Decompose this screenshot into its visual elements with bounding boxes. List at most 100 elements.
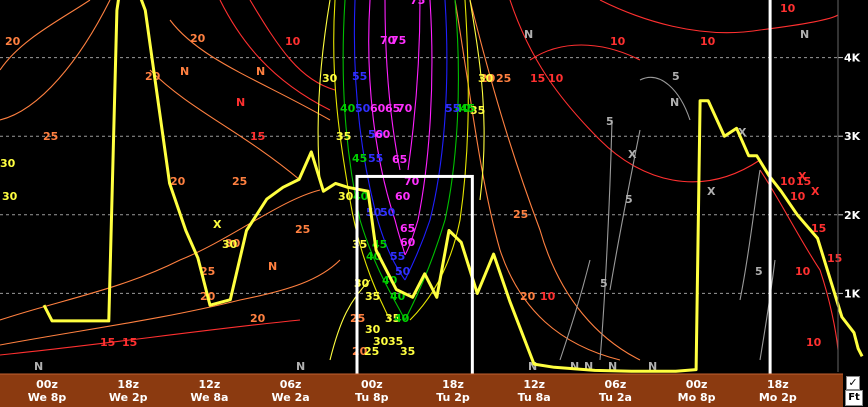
contour-label: 30	[2, 190, 18, 203]
contour-line	[368, 0, 406, 256]
contour-label: N	[180, 65, 189, 78]
x-tick-label-day: We 2p	[109, 391, 148, 404]
contour-label: N	[268, 260, 277, 273]
contour-line	[599, 0, 839, 34]
contour-label: 60	[395, 190, 411, 203]
contour-label: 75	[391, 34, 406, 47]
contour-line	[559, 259, 591, 361]
contour-line	[404, 0, 448, 281]
contour-label: X	[738, 126, 747, 139]
contour-label: 60	[370, 102, 386, 115]
contour-label: 10	[548, 72, 564, 85]
contour-lines	[0, 0, 839, 361]
contour-label: 35	[336, 130, 351, 143]
contour-label: 35	[365, 290, 380, 303]
contour-line	[0, 259, 341, 346]
x-axis-bar	[0, 374, 843, 407]
contour-label: 65	[385, 102, 400, 115]
contour-label: 35	[388, 335, 403, 348]
contour-label: N	[648, 360, 657, 373]
contour-label: 50	[380, 206, 396, 219]
contour-label: 20	[5, 35, 21, 48]
contour-label: N	[570, 360, 579, 373]
contour-label: 30	[322, 72, 338, 85]
contour-line	[469, 0, 485, 201]
contour-label: X	[798, 170, 807, 183]
contour-line	[759, 169, 839, 351]
contour-label: N	[296, 360, 305, 373]
contour-label: 15	[827, 252, 842, 265]
contour-label: 30	[225, 237, 241, 250]
contour-line	[384, 0, 401, 171]
contour-label: 5	[672, 70, 680, 83]
contour-line	[404, 0, 459, 321]
contour-label: 25	[513, 208, 528, 221]
contour-label: 30	[222, 238, 238, 251]
x-tick-label-day: Mo 8p	[678, 391, 716, 404]
contour-line	[249, 0, 336, 91]
x-tick-label-hour: 00z	[361, 378, 383, 391]
contour-line	[739, 169, 761, 301]
contour-label: 20	[250, 312, 266, 325]
contour-label: 55	[390, 250, 405, 263]
contour-line	[317, 0, 331, 181]
contour-label: N	[34, 360, 43, 373]
contour-label: 15	[796, 175, 811, 188]
contour-label: N	[584, 360, 593, 373]
x-tick-label-hour: 00z	[686, 378, 708, 391]
contour-label: 5	[606, 115, 614, 128]
contour-label: N	[236, 96, 245, 109]
contour-line	[599, 119, 613, 361]
contour-label: N	[800, 28, 809, 41]
contour-label: 25	[295, 223, 310, 236]
contour-label: 35	[385, 312, 400, 325]
x-tick-label-hour: 18z	[117, 378, 139, 391]
x-tick-label-hour: 18z	[442, 378, 464, 391]
contour-label: 15	[811, 222, 826, 235]
y-tick-label: 1K	[844, 287, 861, 300]
contour-label: 20	[190, 32, 206, 45]
contour-line	[454, 0, 621, 361]
overlays	[355, 0, 772, 407]
y-tick-label: 4K	[844, 52, 861, 65]
contour-label: 45	[460, 102, 475, 115]
x-tick-label-hour: 06z	[605, 378, 627, 391]
y-tick-label: 3K	[844, 130, 861, 143]
x-tick-label-day: We 8a	[190, 391, 228, 404]
feet-checkbox[interactable]: ✓	[846, 376, 860, 390]
contour-label: N	[670, 96, 679, 109]
selection-box	[355, 174, 474, 407]
contour-line	[509, 0, 761, 183]
contour-label: 10	[795, 265, 811, 278]
contour-label: 15	[530, 72, 545, 85]
contour-label: 55	[352, 70, 367, 83]
contour-label: 30	[478, 72, 494, 85]
contour-label: 30	[365, 323, 381, 336]
y-axis: 4K 3K 2K 1K	[837, 0, 861, 372]
contour-label: 5	[625, 193, 633, 206]
y-tick-label: 2K	[844, 209, 861, 222]
contour-label: 25	[496, 72, 511, 85]
contour-label: 30	[0, 157, 16, 170]
contour-label: 70	[380, 34, 396, 47]
contour-label: 10	[806, 336, 822, 349]
contour-label: 10	[540, 290, 556, 303]
contour-line	[404, 0, 433, 256]
contour-label: 30	[338, 190, 354, 203]
contour-label: 20	[170, 175, 186, 188]
x-tick-label-day: Mo 2p	[759, 391, 797, 404]
contour-line	[759, 259, 776, 361]
data-series	[42, 0, 864, 373]
contour-label: 10	[700, 35, 716, 48]
contour-line	[0, 0, 111, 121]
contour-label: 30	[373, 335, 389, 348]
x-tick-label-hour: 00z	[36, 378, 58, 391]
contour-label: 15	[100, 336, 115, 349]
contour-label: 50	[395, 265, 411, 278]
contour-label: 35	[400, 345, 415, 358]
contour-label: 70	[404, 175, 420, 188]
x-tick-label-hour: 06z	[280, 378, 302, 391]
contour-line	[0, 189, 321, 321]
contour-label: 55	[445, 102, 460, 115]
